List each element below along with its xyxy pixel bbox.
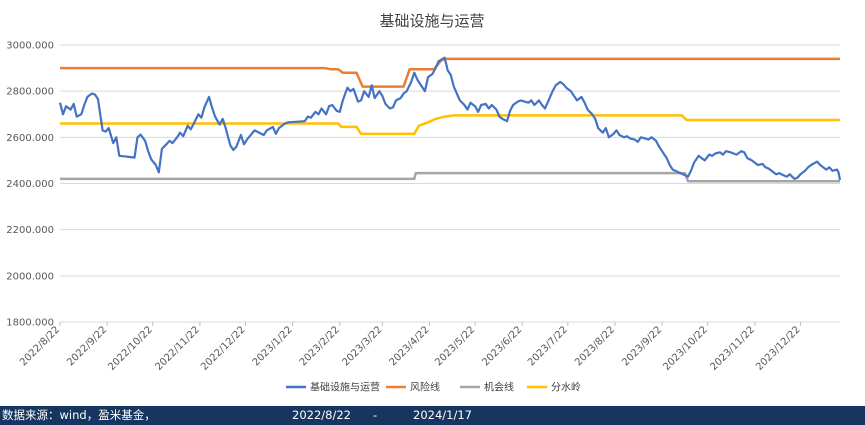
x-tick-label: 2023/9/22 [620,324,664,368]
y-tick-label: 2000.000 [6,271,54,282]
grid-lines [59,44,840,326]
x-tick-label: 2022/11/22 [153,324,202,373]
y-tick-label: 2400.000 [6,179,54,190]
y-tick-label: 2600.000 [6,133,54,144]
x-tick-label: 2022/10/22 [106,324,155,373]
chart-title: 基础设施与运营 [379,12,484,30]
x-tick-label: 2023/12/22 [754,324,803,373]
legend-label-0: 基础设施与运营 [310,381,380,394]
x-tick-label: 2022/9/22 [65,324,109,368]
end-date: 2024/1/17 [413,408,472,422]
x-tick-label: 2023/1/22 [251,324,295,368]
series-line-2 [60,171,840,183]
series-line-3 [60,114,840,136]
x-tick-label: 2023/2/22 [298,324,342,368]
x-tick-label: 2023/4/22 [388,324,432,368]
x-tick-label: 2023/6/22 [480,324,524,368]
date-separator: - [373,408,378,422]
y-tick-label: 3000.000 [6,41,54,52]
x-tick-label: 2022/8/22 [18,324,62,368]
x-tick-label: 2023/3/22 [340,324,384,368]
data-source-text: 数据来源：wind，盈米基金， [2,408,156,422]
y-tick-label: 1800.000 [6,318,54,329]
y-tick-label: 2800.000 [6,87,54,98]
x-tick-label: 2023/11/22 [708,324,757,373]
y-axis-tick-labels: 1800.000 2000.000 2200.000 2400.000 2600.000… [6,41,54,329]
x-axis-tick-labels: 2022/8/22 2022/9/222022/10/222022/11/2220… [18,324,803,373]
legend-label-2: 机会线 [484,381,514,394]
line-chart: 基础设施与运营 1800.000 2000.000 2200.000 2400.000… [6,12,842,394]
y-tick-label: 2200.000 [6,225,54,236]
legend-label-1: 风险线 [410,381,440,394]
start-date: 2022/8/22 [292,408,351,422]
series-line-0 [58,56,842,181]
x-tick-label: 2023/8/22 [573,324,617,368]
x-tick-label: 2023/10/22 [661,324,710,373]
data-source-footer: 数据来源：wind，盈米基金， 2022/8/22 - 2024/1/17 [0,406,865,425]
x-tick-label: 2023/7/22 [526,324,570,368]
legend-label-3: 分水岭 [551,381,581,394]
x-tick-label: 2023/5/22 [433,324,477,368]
series-lines [58,56,842,183]
legend: 基础设施与运营 风险线 机会线 分水岭 [286,381,581,394]
x-tick-label: 2022/12/22 [199,324,248,373]
